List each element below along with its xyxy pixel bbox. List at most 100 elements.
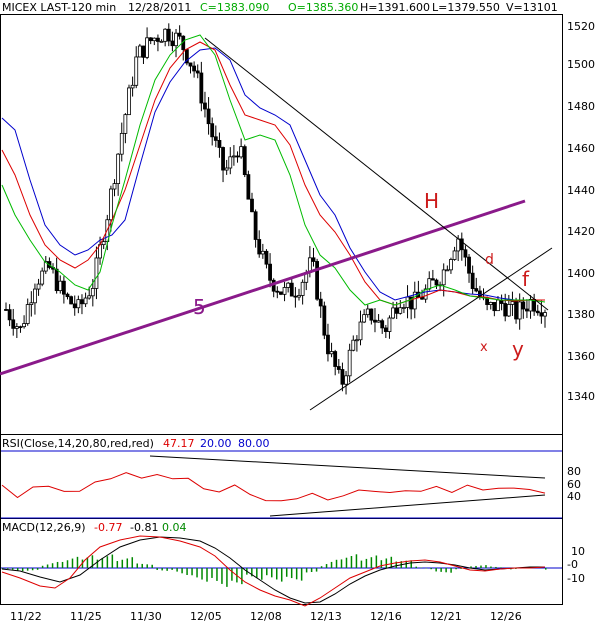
macd-histogram-bar — [490, 566, 492, 568]
macd-histogram-bar — [31, 568, 34, 571]
candle-body — [253, 211, 258, 240]
rsi-label: RSI(Close,14,20,80,red,red) — [2, 437, 154, 450]
candle-body — [347, 349, 352, 377]
rsi-tick: 60 — [567, 478, 581, 491]
macd-histogram-bar — [46, 564, 49, 568]
candle-body — [340, 369, 345, 385]
macd-histogram-bar — [415, 566, 417, 568]
low-value: L=1379.550 — [432, 1, 500, 14]
macd-histogram-bar — [495, 566, 497, 568]
candle-body — [61, 280, 66, 295]
macd-histogram-bar — [261, 568, 263, 580]
macd-histogram-bar — [111, 554, 114, 568]
macd-histogram-bar — [395, 561, 398, 568]
macd-histogram-bar — [360, 560, 363, 568]
candle-body — [286, 282, 291, 288]
candle-body — [383, 327, 388, 332]
candle-body — [116, 153, 121, 184]
candle-body — [195, 70, 200, 74]
candle-body — [239, 146, 244, 158]
macd-tick: -0 — [567, 558, 578, 571]
candle-body — [134, 56, 139, 86]
candle-body — [101, 241, 106, 246]
macd-histogram-bar — [475, 565, 477, 568]
macd-histogram-bar — [410, 560, 412, 568]
macd-histogram — [2, 554, 547, 587]
candle-body — [528, 298, 533, 312]
candle-body — [58, 280, 63, 292]
candle-body — [398, 307, 403, 314]
date-tick: 11/25 — [70, 610, 102, 623]
macd-line — [1, 535, 546, 607]
candle-body — [184, 49, 189, 64]
candle-body — [250, 198, 254, 213]
macd-histogram-bar — [196, 568, 198, 578]
candle-body — [467, 256, 471, 274]
candle-body — [217, 139, 222, 148]
candle-body — [456, 238, 461, 252]
macd-histogram-bar — [231, 568, 233, 581]
macd-histogram-bar — [216, 568, 218, 581]
candle-body — [293, 295, 298, 298]
macd-histogram-bar — [345, 557, 348, 568]
candle-body — [109, 188, 113, 221]
candle-body — [449, 259, 453, 271]
candle-body — [365, 308, 370, 316]
candle-body — [373, 319, 377, 323]
candle-body — [362, 314, 367, 323]
candle-body — [257, 239, 262, 255]
macd-histogram-bar — [405, 560, 408, 568]
macd-histogram-bar — [305, 568, 308, 573]
macd-histogram-bar — [61, 561, 64, 568]
candle-body — [488, 302, 493, 305]
candle-body — [174, 32, 178, 47]
candle-body — [170, 40, 175, 47]
candle-body — [152, 37, 157, 42]
date-tick: 11/22 — [10, 610, 42, 623]
candle-body — [188, 62, 193, 67]
macd-histogram-bar — [325, 564, 328, 568]
macd-histogram-bar — [300, 568, 303, 581]
macd-histogram-bar — [241, 568, 243, 585]
candle-body — [242, 146, 247, 175]
candle-body — [297, 295, 301, 298]
candle-body — [264, 250, 269, 265]
candle-body — [127, 87, 131, 116]
macd-histogram-bar — [450, 568, 452, 573]
macd-histogram-bar — [440, 568, 442, 572]
date-tick: 12/26 — [490, 610, 522, 623]
candle-body — [300, 281, 305, 296]
candle-body — [525, 308, 529, 312]
rsi-line — [1, 472, 546, 502]
candle-body — [14, 326, 19, 329]
macd-histogram-bar — [365, 558, 368, 568]
macd-histogram-bar — [315, 568, 318, 572]
candle-body — [358, 321, 363, 341]
candle-body — [40, 270, 45, 285]
price-tick: 1460 — [567, 142, 595, 155]
macd-histogram-bar — [191, 568, 193, 576]
candle-body — [470, 272, 475, 289]
macd-histogram-bar — [480, 565, 482, 568]
rsi-high: 80.00 — [238, 437, 270, 450]
high-value: H=1391.600 — [360, 1, 430, 14]
candle-body — [87, 295, 92, 299]
rsi-lower-trend — [269, 494, 546, 517]
candle-body — [326, 334, 330, 355]
candle-body — [260, 250, 265, 255]
candle-body — [391, 307, 395, 319]
close-value: C=1383.090 — [200, 1, 269, 14]
candle-body — [275, 290, 280, 293]
macd-histogram-bar — [330, 561, 333, 568]
macd-histogram-bar — [16, 568, 19, 571]
candle-body — [402, 307, 406, 309]
candle-body — [83, 297, 88, 305]
candle-body — [315, 261, 320, 300]
wave-f-label: f — [522, 267, 530, 291]
candle-body — [90, 288, 95, 297]
macd-label: MACD(12,26,9) — [2, 521, 86, 534]
price-tick: 1520 — [567, 20, 595, 33]
rsi-legend: RSI(Close,14,20,80,red,red) 47.17 20.00 … — [2, 437, 270, 450]
candle-body — [279, 291, 283, 295]
macd-histogram-bar — [11, 568, 14, 570]
